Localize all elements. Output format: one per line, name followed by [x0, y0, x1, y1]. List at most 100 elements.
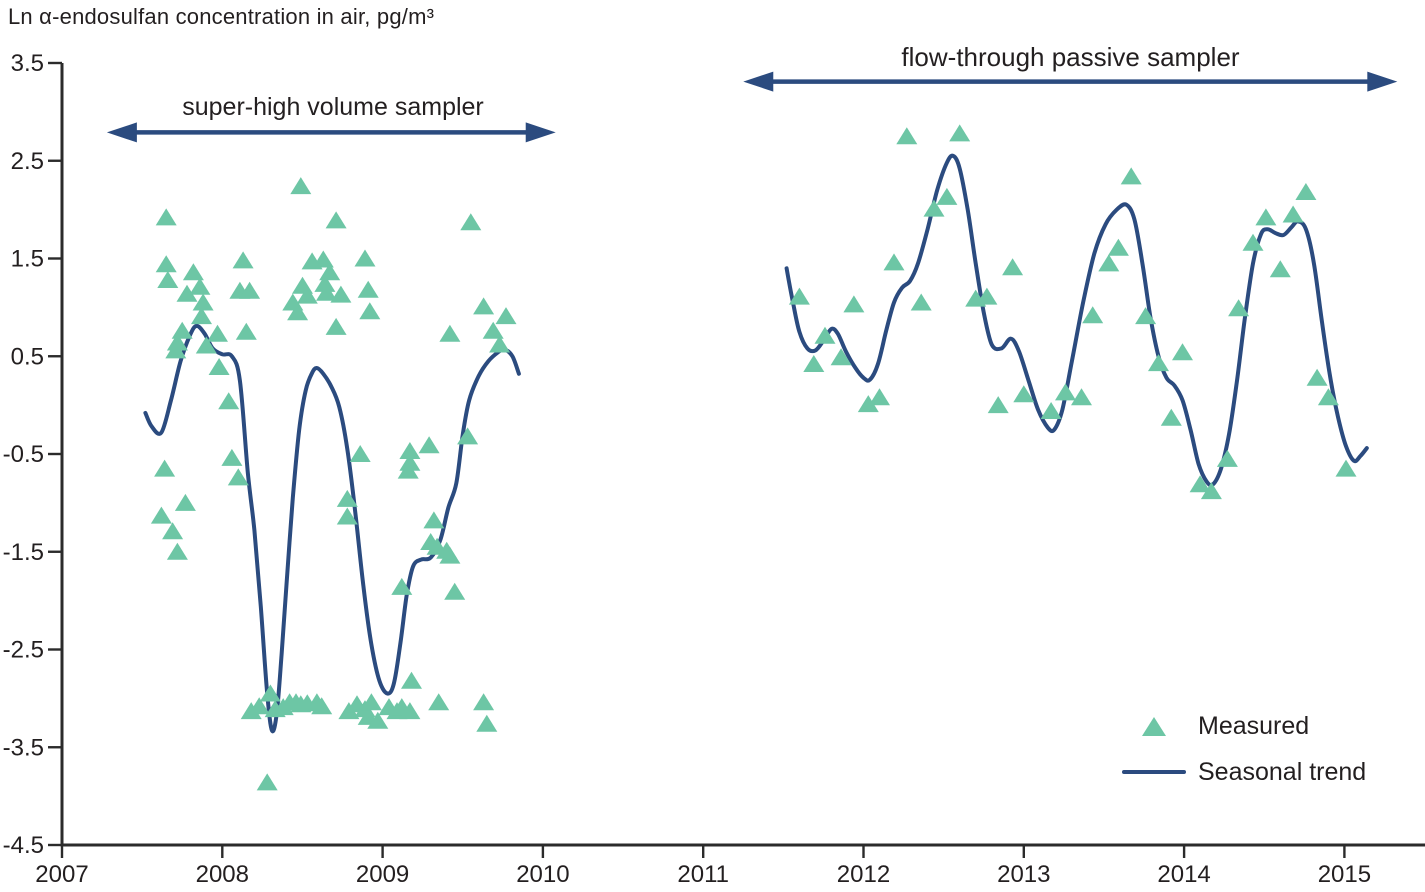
measured-point [207, 324, 228, 342]
measured-point [476, 714, 498, 732]
measured-point [869, 388, 890, 406]
measured-point [1013, 385, 1035, 403]
measured-point [1148, 354, 1169, 372]
measured-point [174, 493, 196, 511]
measured-point [325, 317, 347, 335]
measured-point [401, 671, 422, 689]
measured-point [357, 280, 379, 298]
measured-point [843, 295, 865, 313]
measured-point [788, 287, 810, 305]
trend-line-icon [1118, 770, 1190, 774]
measured-point [473, 297, 495, 315]
measured-point [314, 274, 336, 292]
measured-point [976, 287, 998, 305]
measured-point [1120, 167, 1142, 185]
x-tick-label: 2015 [1318, 861, 1371, 888]
measured-point [1306, 368, 1328, 386]
measured-point [1107, 238, 1129, 256]
measured-point [896, 127, 918, 145]
measured-point [189, 277, 211, 295]
measured-point [923, 199, 945, 217]
measured-point [423, 511, 445, 529]
x-tick-label: 2011 [677, 861, 729, 888]
y-tick-label: -3.5 [3, 734, 44, 761]
measured-point [287, 303, 309, 321]
measured-point [1172, 343, 1193, 361]
measured-point [1071, 388, 1092, 406]
measured-point [330, 285, 352, 303]
measured-point [399, 453, 421, 471]
measured-point [316, 283, 337, 301]
measured-point [1228, 299, 1250, 317]
measured-triangle-icon [1118, 716, 1190, 736]
y-tick-label: -4.5 [3, 832, 44, 859]
measured-point [1040, 402, 1062, 419]
measured-point [1055, 383, 1076, 401]
measured-point [239, 281, 261, 299]
measured-point [311, 697, 333, 715]
measured-point [154, 459, 176, 477]
legend: Measured Seasonal trend [1118, 703, 1366, 795]
measured-point [457, 427, 479, 445]
measured-point [460, 213, 482, 231]
measured-point [489, 335, 511, 353]
measured-point [218, 392, 240, 410]
measured-point [399, 442, 421, 459]
x-tick-label: 2014 [1157, 861, 1210, 888]
measured-point [166, 542, 188, 560]
measured-point [910, 293, 932, 311]
measured-point [1269, 260, 1291, 278]
arrowhead-right [525, 122, 556, 143]
measured-point [1255, 208, 1277, 226]
measured-point [162, 522, 184, 540]
measured-point [195, 336, 217, 354]
measured-point [359, 302, 381, 320]
measured-point [248, 697, 270, 715]
measured-point [936, 187, 958, 205]
measured-point [1082, 306, 1104, 324]
measured-point [182, 263, 204, 281]
measured-point [157, 271, 179, 288]
y-tick-label: 0.5 [11, 343, 44, 370]
y-tick-label: -2.5 [3, 637, 44, 664]
x-tick-label: 2008 [196, 861, 249, 888]
measured-point [418, 436, 440, 454]
measured-point [814, 326, 836, 344]
measured-point [191, 307, 212, 325]
measured-point [1135, 307, 1157, 325]
measured-point [256, 773, 278, 791]
measured-point [1282, 205, 1304, 223]
measured-point [176, 284, 198, 302]
measured-point [1242, 233, 1264, 251]
measured-point [192, 293, 214, 311]
measured-point [296, 286, 318, 304]
seasonal-trend-line [143, 323, 521, 734]
measured-point [360, 693, 382, 711]
measured-point [428, 693, 450, 711]
measured-point [1160, 408, 1182, 426]
measured-point [336, 489, 358, 507]
measured-point [399, 702, 421, 720]
x-tick-label: 2007 [35, 861, 88, 888]
measured-point [319, 263, 341, 281]
legend-label-measured: Measured [1198, 711, 1310, 740]
measured-point [391, 577, 413, 595]
arrowhead-right [1367, 71, 1398, 92]
measured-point [883, 253, 905, 271]
measured-point [336, 507, 358, 525]
measured-point [354, 249, 376, 267]
measured-point [830, 348, 852, 366]
arrowhead-left [743, 71, 774, 92]
y-tick-label: 2.5 [11, 148, 44, 175]
x-tick-label: 2013 [997, 861, 1050, 888]
measured-point [1002, 258, 1024, 276]
x-tick-label: 2009 [356, 861, 409, 888]
measured-point [987, 396, 1009, 414]
measured-point [495, 307, 517, 325]
measured-point [857, 395, 879, 413]
measured-point [949, 124, 971, 142]
seasonal-trend-line [784, 153, 1369, 488]
measured-point [312, 250, 334, 268]
arrowhead-left [106, 122, 137, 143]
